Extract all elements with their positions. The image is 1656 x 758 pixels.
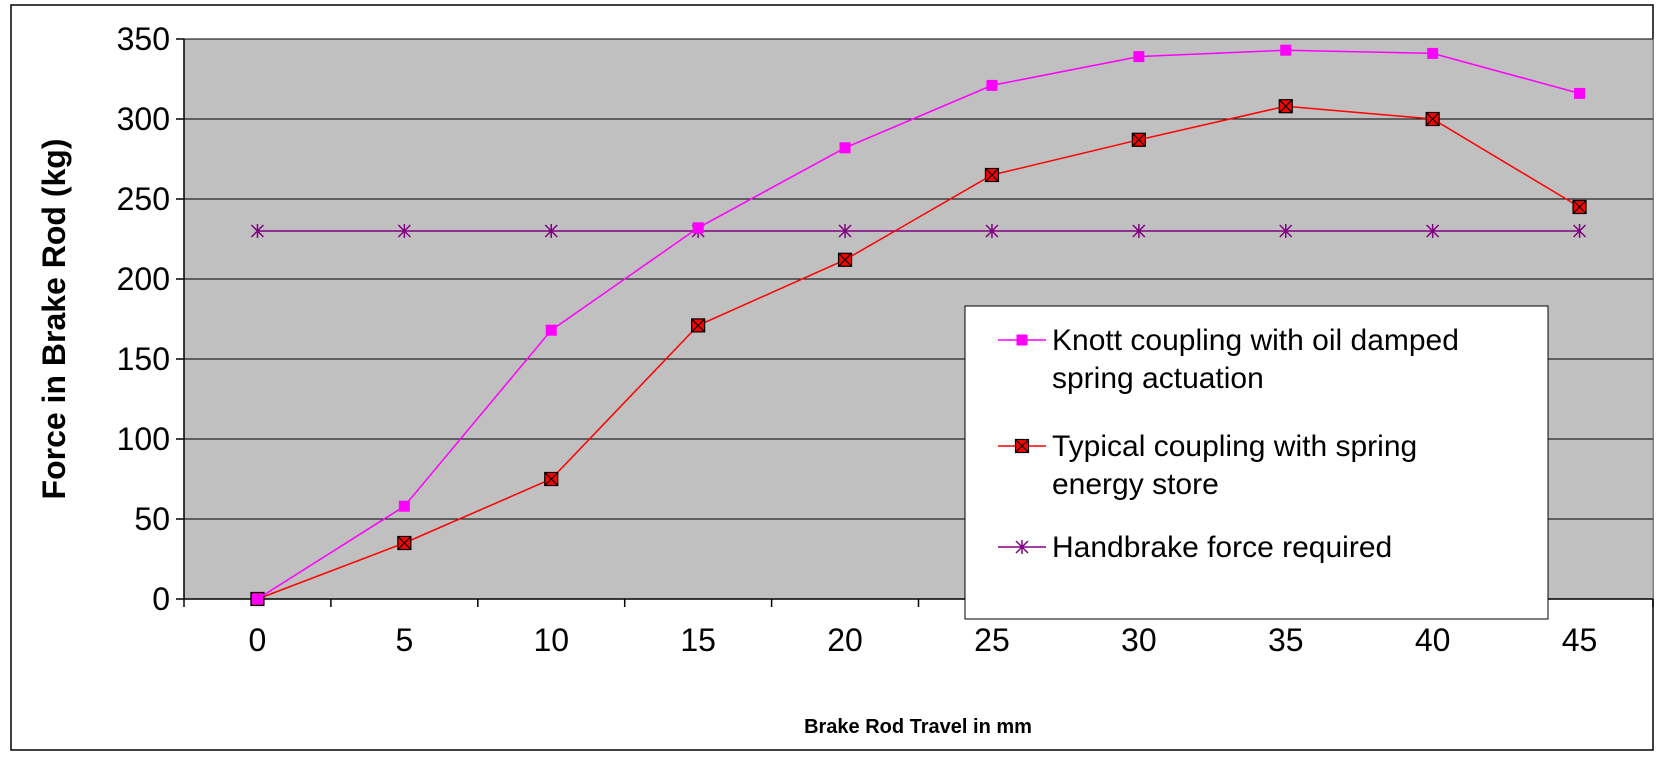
legend-label: Knott coupling with oil damped spring act… [1052, 324, 1459, 395]
data-point [544, 471, 559, 487]
data-point [1574, 87, 1586, 99]
legend-label-line: Typical coupling with spring [1052, 430, 1417, 463]
data-point [1573, 224, 1587, 238]
x-tick-label: 40 [1415, 622, 1451, 658]
y-tick-label: 350 [117, 21, 170, 57]
y-tick-label: 50 [134, 501, 170, 537]
data-point [1131, 132, 1146, 147]
data-point [397, 535, 412, 551]
data-point [1278, 99, 1293, 114]
data-point [691, 318, 706, 333]
data-point [837, 252, 853, 267]
legend-label-line: Handbrake force required [1052, 531, 1392, 564]
series-line [257, 49, 1580, 600]
legend-box [964, 305, 1549, 620]
x-tick-label: 30 [1121, 622, 1157, 658]
legend-marker [1014, 438, 1030, 454]
data-point [984, 167, 1000, 183]
x-tick-label: 15 [680, 622, 716, 658]
data-point [1427, 47, 1439, 59]
x-axis-label: Brake Rod Travel in mm [804, 716, 1032, 738]
y-tick-label: 300 [117, 101, 170, 137]
x-tick-label: 0 [249, 622, 267, 658]
data-point [1426, 224, 1440, 238]
legend-label: Handbrake force required [1052, 531, 1392, 564]
y-tick-label: 250 [117, 181, 170, 217]
legend-label-line: spring actuation [1052, 362, 1264, 395]
legend-label: Typical coupling with spring energy store [1052, 430, 1417, 501]
x-tick-label: 10 [533, 622, 569, 658]
grid-lines [184, 38, 1653, 520]
x-tick-label: 25 [974, 622, 1010, 658]
data-point [544, 224, 558, 238]
data-point [1132, 224, 1146, 238]
data-point [251, 593, 263, 605]
data-point [398, 500, 410, 512]
data-point [1280, 44, 1292, 56]
data-point [250, 224, 264, 238]
data-point [838, 224, 852, 238]
x-tick-label: 35 [1268, 622, 1304, 658]
legend-label-line: Knott coupling with oil damped [1052, 324, 1459, 357]
x-tick-label: 20 [827, 622, 863, 658]
data-point [985, 224, 999, 238]
y-tick-label: 150 [117, 341, 170, 377]
data-point [1572, 199, 1587, 215]
legend: Knott coupling with oil damped spring act… [964, 305, 1549, 620]
y-tick-label: 200 [117, 261, 170, 297]
y-tick-label: 100 [117, 421, 170, 457]
legend-marker [1015, 540, 1029, 554]
data-point [1425, 111, 1440, 127]
data-point [986, 79, 998, 91]
data-point [839, 142, 851, 154]
legend-marker [1016, 334, 1028, 346]
series-line [257, 105, 1580, 600]
series-lines [250, 44, 1587, 607]
data-point [1279, 224, 1293, 238]
y-axis-label: Force in Brake Rod (kg) [36, 139, 72, 500]
data-point [545, 324, 557, 336]
data-point [692, 222, 704, 234]
y-tick-label: 0 [152, 581, 170, 617]
legend-label-line: energy store [1052, 468, 1219, 501]
x-tick-label: 5 [395, 622, 413, 658]
axes: 0 50 100 150 200 250 300 350 0 5 10 15 20 25 30 35 40 45 [117, 21, 1654, 658]
data-point [397, 224, 411, 238]
data-point [1133, 51, 1145, 63]
x-tick-label: 45 [1562, 622, 1598, 658]
